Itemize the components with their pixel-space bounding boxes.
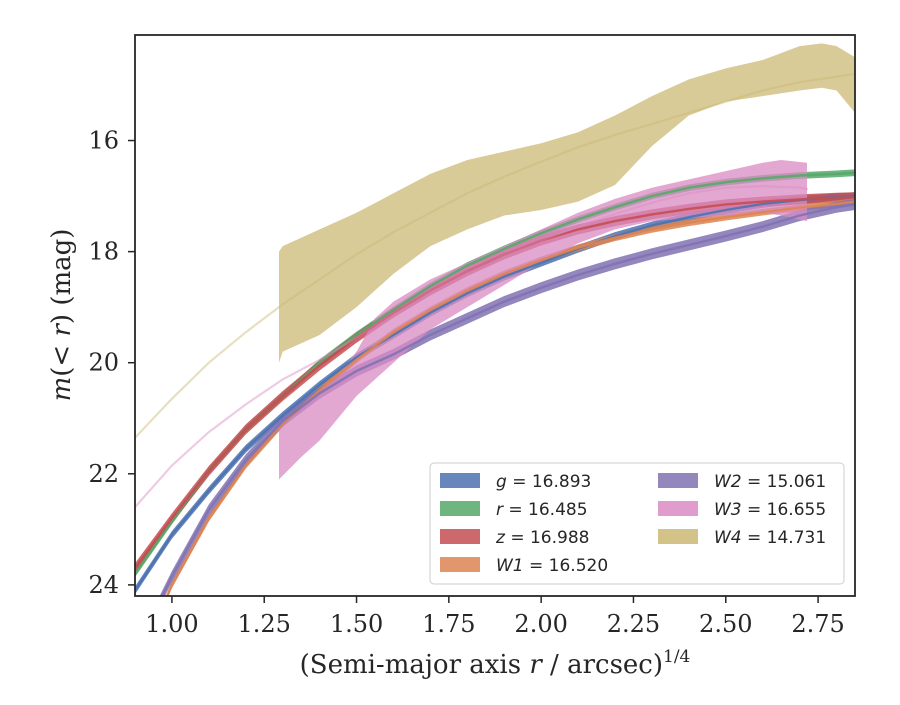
legend-label-w4: W4 = 14.731	[714, 528, 826, 548]
legend-swatch-g	[440, 473, 480, 488]
y-tick-label: 24	[88, 571, 119, 599]
legend-label-r: r = 16.485	[496, 500, 588, 520]
series-lines	[135, 72, 855, 596]
y-axis-label: m(< r) (mag)	[47, 229, 77, 402]
x-tick-label: 1.00	[145, 610, 198, 638]
x-tick-label: 1.25	[238, 610, 291, 638]
x-tick-label: 2.00	[514, 610, 567, 638]
y-tick-label: 20	[88, 349, 119, 377]
line-w1	[165, 200, 855, 596]
x-tick-label: 2.25	[607, 610, 660, 638]
line-w4	[135, 72, 855, 439]
x-tick-label: 2.50	[699, 610, 752, 638]
y-tick-label: 22	[88, 460, 119, 488]
x-axis-label: (Semi-major axis r / arcsec)1/4	[300, 647, 691, 680]
legend-label-w3: W3 = 16.655	[714, 500, 826, 520]
legend-swatch-w2	[658, 473, 698, 488]
y-axis-ticks: 16 18 20 22 24	[88, 127, 135, 599]
line-w2	[161, 203, 855, 596]
line-w3	[135, 184, 809, 509]
legend-label-z: z = 16.988	[495, 528, 589, 548]
legend-swatch-r	[440, 501, 480, 516]
x-axis-ticks: 1.00 1.25 1.50 1.75 2.00 2.25 2.50 2.75	[145, 596, 845, 638]
legend-swatch-w3	[658, 501, 698, 516]
y-tick-label: 18	[88, 238, 119, 266]
y-tick-label: 16	[88, 127, 119, 155]
legend-label-g: g = 16.893	[496, 472, 591, 492]
legend-label-w1: W1 = 16.520	[496, 556, 608, 576]
legend: g = 16.893 r = 16.485 z = 16.988 W1 = 16.52…	[429, 462, 845, 585]
line-g	[135, 194, 855, 592]
legend-label-w2: W2 = 15.061	[714, 472, 826, 492]
legend-swatch-w4	[658, 529, 698, 544]
legend-frame	[429, 462, 845, 585]
legend-swatch-z	[440, 529, 480, 544]
legend-swatch-w1	[440, 557, 480, 572]
line-z	[135, 196, 855, 570]
x-tick-label: 1.50	[330, 610, 383, 638]
x-tick-label: 1.75	[422, 610, 475, 638]
plot-frame	[134, 34, 856, 597]
x-tick-label: 2.75	[791, 610, 844, 638]
band-w4	[279, 43, 855, 363]
